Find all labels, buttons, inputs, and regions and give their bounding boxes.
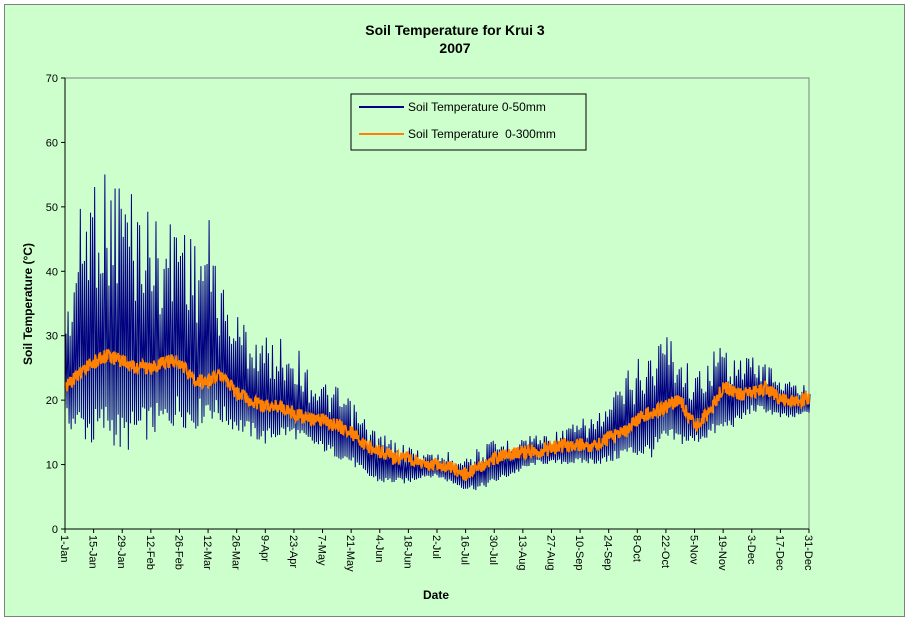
x-tick-label: 4-Jun bbox=[373, 535, 385, 563]
x-tick-label: 17-Dec bbox=[773, 535, 785, 571]
x-tick-label: 3-Dec bbox=[745, 535, 757, 565]
y-tick-label: 20 bbox=[46, 395, 58, 407]
x-tick-label: 24-Sep bbox=[602, 535, 614, 570]
y-tick-label: 30 bbox=[46, 331, 58, 343]
y-tick-label: 50 bbox=[46, 202, 58, 214]
axes-layer: 0 10 20 30 40 50 60 70 1-Jan 15-Jan 29-Jan 12-Feb 26… bbox=[46, 73, 814, 572]
x-tick-label: 30-Jul bbox=[487, 535, 499, 565]
y-tick-label: 40 bbox=[46, 266, 58, 278]
y-axis-title: Soil Temperature (°C) bbox=[21, 243, 35, 365]
series-line-0-300mm bbox=[64, 348, 810, 482]
x-tick-label: 27-Aug bbox=[544, 535, 556, 570]
x-tick-label: 15-Jan bbox=[87, 535, 99, 569]
y-tick-label: 70 bbox=[46, 73, 58, 85]
y-tick-label: 10 bbox=[46, 460, 58, 472]
legend-label-0-50mm: Soil Temperature 0-50mm bbox=[408, 100, 546, 114]
x-tick-label: 9-Apr bbox=[258, 535, 270, 562]
x-tick-label: 12-Feb bbox=[144, 535, 156, 570]
legend: Soil Temperature 0-50mm Soil Temperature… bbox=[350, 93, 587, 151]
x-tick-label: 16-Jul bbox=[459, 535, 471, 565]
x-tick-label: 13-Aug bbox=[516, 535, 528, 570]
chart-title: Soil Temperature for Krui 3 bbox=[365, 22, 545, 38]
chart-subtitle: 2007 bbox=[439, 40, 470, 56]
x-tick-label: 8-Oct bbox=[630, 535, 642, 562]
legend-label-0-300mm: Soil Temperature 0-300mm bbox=[408, 127, 556, 141]
x-tick-label: 1-Jan bbox=[58, 535, 70, 563]
x-tick-label: 26-Mar bbox=[230, 535, 242, 570]
y-tick-label: 0 bbox=[52, 524, 58, 536]
x-tick-label: 21-May bbox=[344, 535, 356, 572]
x-tick-label: 10-Sep bbox=[573, 535, 585, 570]
legend-box bbox=[350, 93, 587, 151]
x-tick-label: 29-Jan bbox=[115, 535, 127, 569]
x-tick-label: 23-Apr bbox=[287, 535, 299, 568]
x-tick-label: 5-Nov bbox=[688, 535, 700, 565]
x-axis-title: Date bbox=[423, 588, 449, 602]
x-tick-label: 31-Dec bbox=[802, 535, 814, 571]
x-tick-label: 22-Oct bbox=[659, 535, 671, 568]
x-tick-label: 7-May bbox=[316, 535, 328, 566]
x-tick-label: 18-Jun bbox=[401, 535, 413, 569]
x-tick-label: 12-Mar bbox=[201, 535, 213, 570]
y-tick-label: 60 bbox=[46, 137, 58, 149]
x-tick-label: 26-Feb bbox=[172, 535, 184, 570]
series-layer bbox=[64, 174, 811, 491]
x-tick-label: 19-Nov bbox=[716, 535, 728, 571]
x-tick-label: 2-Jul bbox=[430, 535, 442, 559]
plot-area bbox=[64, 77, 810, 530]
